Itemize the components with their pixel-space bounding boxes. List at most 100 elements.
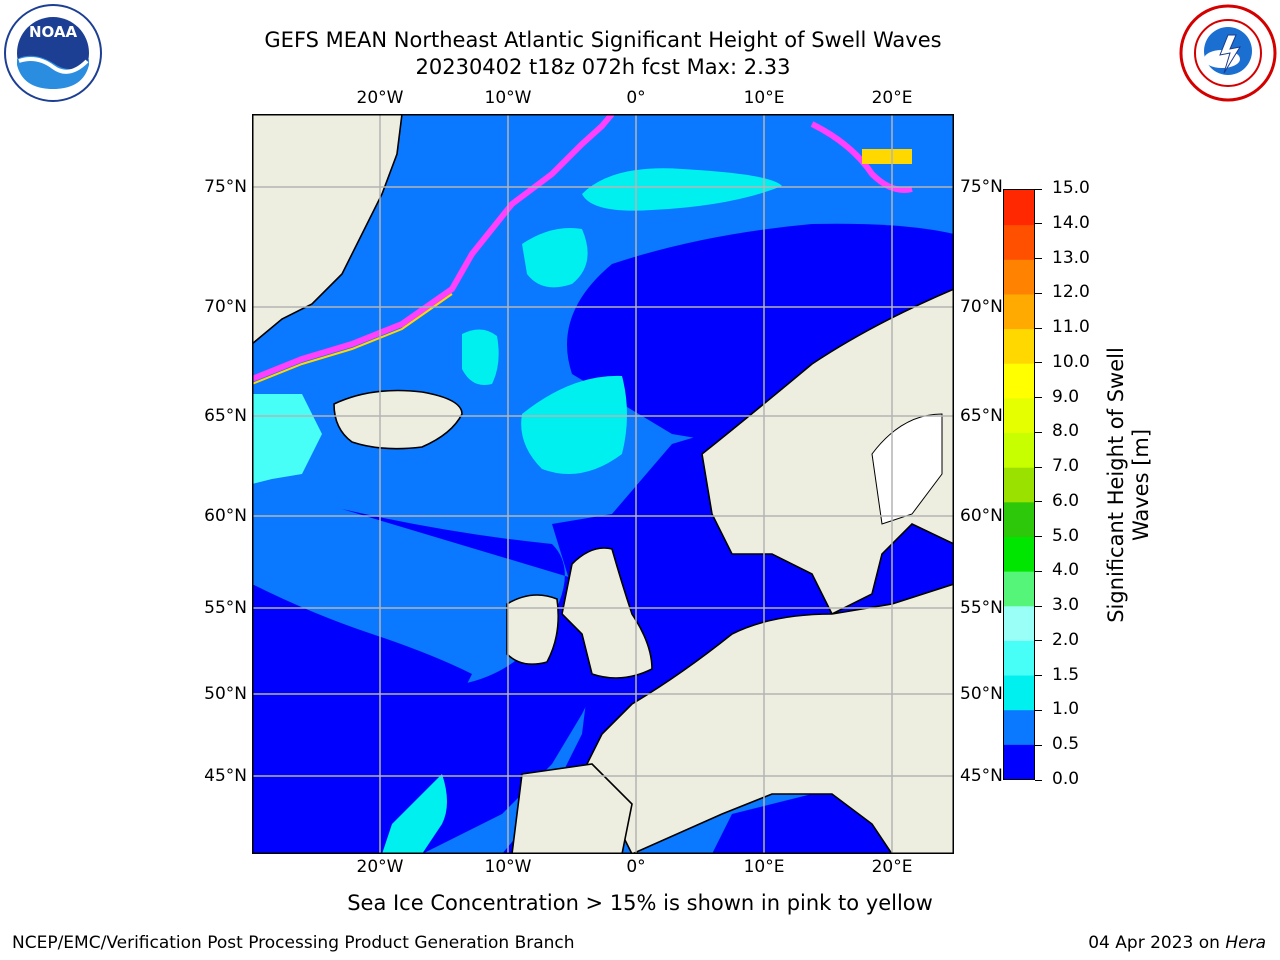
lat-label-left-75n: 75°N (204, 177, 247, 197)
footer-branch: NCEP/EMC/Verification Post Processing Pr… (12, 933, 575, 953)
colorbar-tick-mark (1035, 362, 1042, 364)
swell-0-0.5-south (252, 509, 612, 854)
lon-label-top-10e: 10°E (743, 88, 785, 108)
colorbar-tick-label: 10.0 (1052, 351, 1090, 372)
colorbar-label: Significant Height of Swell Waves [m] (1104, 347, 1154, 623)
lon-label-bottom-20w: 20°W (356, 857, 404, 877)
colorbar-label-line1: Significant Height of Swell (1104, 347, 1128, 623)
land-masses (251, 113, 955, 856)
colorbar-tick-mark (1035, 605, 1042, 607)
colorbar-segment (1004, 744, 1034, 780)
lat-label-left-70n: 70°N (204, 297, 247, 317)
colorbar-tick-mark (1035, 466, 1042, 468)
plot-title-line2: 20230402 t18z 072h fcst Max: 2.33 (415, 55, 791, 79)
colorbar-tick-mark (1035, 327, 1042, 329)
colorbar-segment (1004, 467, 1034, 503)
colorbar-segment (1004, 293, 1034, 330)
lat-label-left-45n: 45°N (204, 766, 247, 786)
map-frame (250, 112, 955, 856)
colorbar-segment (1004, 432, 1034, 468)
lon-label-bottom-10w: 10°W (484, 857, 532, 877)
lat-label-left-55n: 55°N (204, 598, 247, 618)
swell-height-map (250, 112, 955, 856)
colorbar-tick-label: 14.0 (1052, 212, 1090, 233)
lon-label-top-20e: 20°E (871, 88, 913, 108)
scandinavia-land (701, 287, 955, 616)
colorbar-ticks: 15.0 14.0 13.0 12.0 11.0 10.0 9.0 8.0 7.0 6.0 5.0 4… (1035, 178, 1105, 789)
colorbar-segment (1004, 224, 1034, 260)
colorbar-tick-mark (1035, 640, 1042, 642)
iceland-land (333, 389, 463, 450)
colorbar-segment (1004, 709, 1034, 745)
swell-1.0-1.5-iceland-north (462, 329, 499, 385)
colorbar-tick-label: 0.5 (1052, 734, 1080, 755)
sea-ice-svalbard-yellow (862, 149, 912, 164)
plot-title-line1: GEFS MEAN Northeast Atlantic Significant… (264, 28, 942, 52)
lat-label-left-50n: 50°N (204, 684, 247, 704)
footer-host: Hera (1225, 933, 1266, 953)
lat-label-right-45n: 45°N (960, 766, 1003, 786)
lon-label-bottom-10e: 10°E (743, 857, 785, 877)
colorbar-tick-mark (1035, 570, 1042, 572)
colorbar-tick-label: 13.0 (1052, 247, 1090, 268)
colorbar-tick-label: 7.0 (1052, 456, 1080, 477)
colorbar-tick-mark (1035, 536, 1042, 538)
colorbar-tick-label: 5.0 (1052, 525, 1080, 546)
colorbar-tick-mark (1035, 188, 1042, 190)
lon-label-top-0: 0° (626, 88, 646, 108)
iberia-land (511, 763, 633, 855)
colorbar-tick-mark (1035, 709, 1042, 711)
noaa-logo-icon: NOAA (3, 3, 103, 103)
ireland-land (506, 594, 560, 665)
lon-label-top-20w: 20°W (356, 88, 404, 108)
colorbar-tick-label: 6.0 (1052, 490, 1080, 511)
colorbar-tick-label: 11.0 (1052, 317, 1090, 338)
colorbar-tick-label: 8.0 (1052, 421, 1080, 442)
swell-0-0.5-west (252, 584, 472, 764)
lat-label-right-75n: 75°N (960, 177, 1003, 197)
colorbar-tick-mark (1035, 779, 1042, 781)
lat-label-right-55n: 55°N (960, 598, 1003, 618)
colorbar-tick-label: 12.0 (1052, 282, 1090, 303)
footer-date: 04 Apr 2023 on Hera (1088, 933, 1266, 953)
colorbar-tick-label: 3.0 (1052, 595, 1080, 616)
lat-label-right-65n: 65°N (960, 406, 1003, 426)
colorbar-tick-label: 15.0 (1052, 178, 1090, 198)
colorbar-tick-mark (1035, 431, 1042, 433)
colorbar-tick-label: 1.5 (1052, 664, 1080, 685)
colorbar-tick-mark (1035, 292, 1042, 294)
swell-1.0-1.5-ne (582, 168, 782, 211)
colorbar-tick-label: 0.0 (1052, 769, 1080, 789)
colorbar-segment (1004, 571, 1034, 607)
sea-ice-edge-yellow (251, 293, 453, 385)
colorbar-label-line2: Waves [m] (1129, 428, 1153, 542)
colorbar-tick-label: 1.0 (1052, 699, 1080, 720)
colorbar-tick-mark (1035, 223, 1042, 225)
colorbar-tick-label: 4.0 (1052, 560, 1080, 581)
colorbar-tick-label: 9.0 (1052, 386, 1080, 407)
colorbar-tick-mark (1035, 744, 1042, 746)
colorbar-segment (1004, 536, 1034, 572)
lat-label-left-65n: 65°N (204, 406, 247, 426)
sea-ice-annotation: Sea Ice Concentration > 15% is shown in … (347, 891, 933, 915)
colorbar-tick-mark (1035, 501, 1042, 503)
lat-label-right-60n: 60°N (960, 506, 1003, 526)
colorbar-segment (1004, 397, 1034, 434)
lat-label-right-70n: 70°N (960, 297, 1003, 317)
colorbar-segment (1004, 190, 1034, 226)
colorbar-tick-mark (1035, 397, 1042, 399)
colorbar-tick-label: 2.0 (1052, 629, 1080, 650)
sea-ice-edge (250, 112, 615, 382)
lon-label-bottom-20e: 20°E (871, 857, 913, 877)
gulf-of-bothnia-white (871, 413, 943, 525)
colorbar-segment (1004, 675, 1034, 711)
map-border (252, 114, 954, 854)
colorbar (1003, 189, 1035, 780)
nws-logo-icon (1178, 3, 1278, 103)
swell-1.0-1.5-biscay-west (382, 774, 447, 854)
footer-date-text: 04 Apr 2023 on (1088, 933, 1226, 953)
colorbar-gradient (1004, 190, 1034, 780)
colorbar-segment (1004, 501, 1034, 537)
colorbar-tick-mark (1035, 675, 1042, 677)
colorbar-segment (1004, 605, 1034, 641)
